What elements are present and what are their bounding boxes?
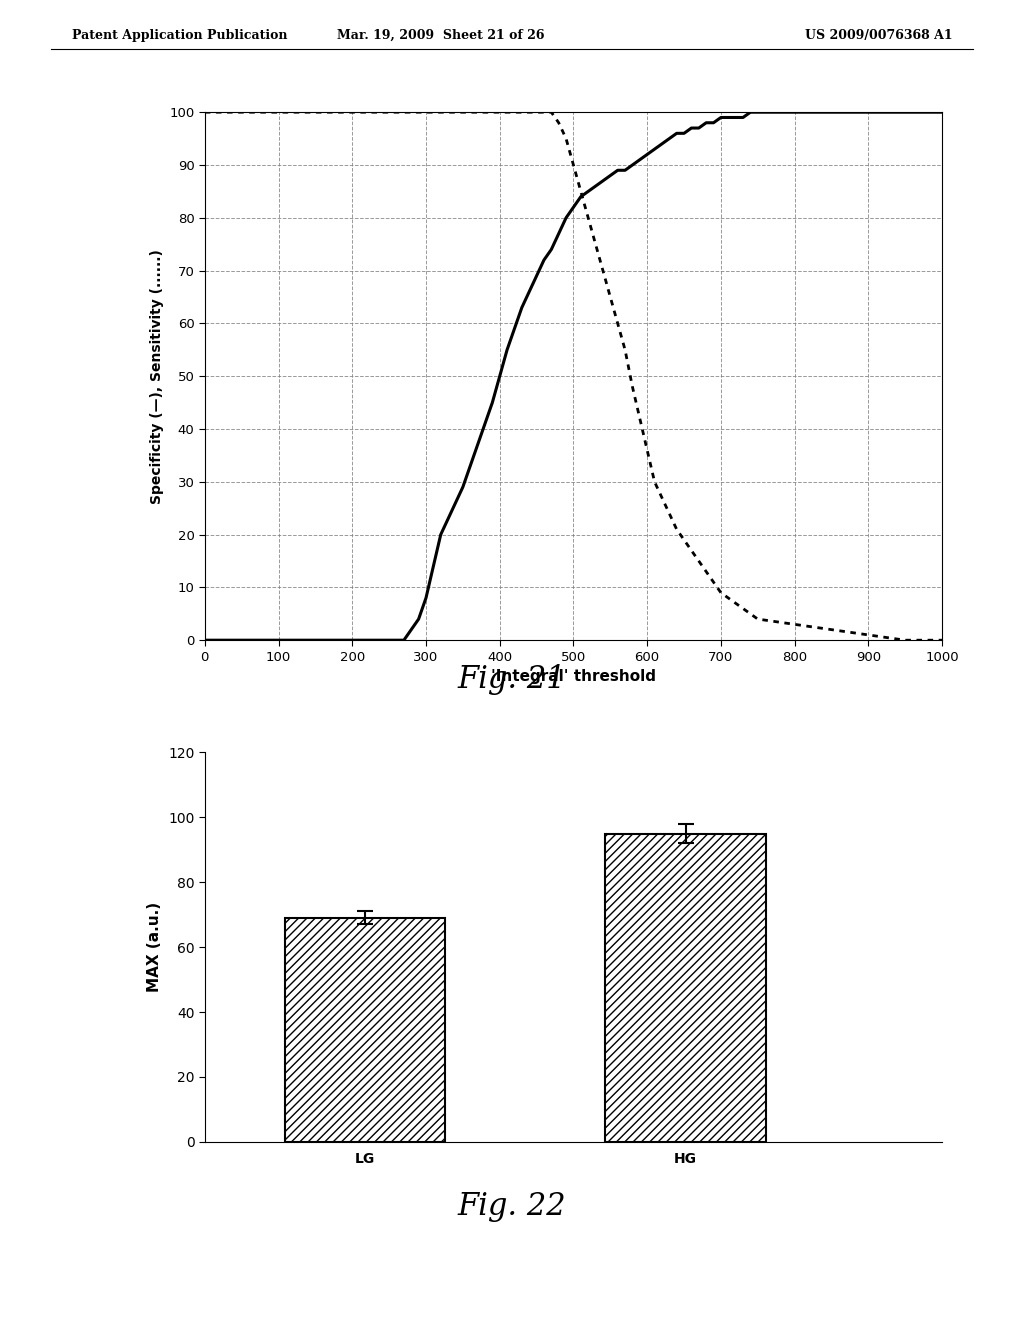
- Text: US 2009/0076368 A1: US 2009/0076368 A1: [805, 29, 952, 42]
- X-axis label: 'Integral' threshold: 'Integral' threshold: [490, 669, 656, 684]
- Text: Fig. 21: Fig. 21: [458, 664, 566, 694]
- Y-axis label: Specificity (—), Sensitivity (......): Specificity (—), Sensitivity (......): [150, 248, 164, 504]
- Text: Patent Application Publication: Patent Application Publication: [72, 29, 287, 42]
- Text: Fig. 22: Fig. 22: [458, 1191, 566, 1221]
- Bar: [285, 917, 445, 1142]
- Y-axis label: MAX (a.u.): MAX (a.u.): [147, 902, 163, 993]
- Bar: [605, 833, 766, 1142]
- Text: Mar. 19, 2009  Sheet 21 of 26: Mar. 19, 2009 Sheet 21 of 26: [337, 29, 544, 42]
